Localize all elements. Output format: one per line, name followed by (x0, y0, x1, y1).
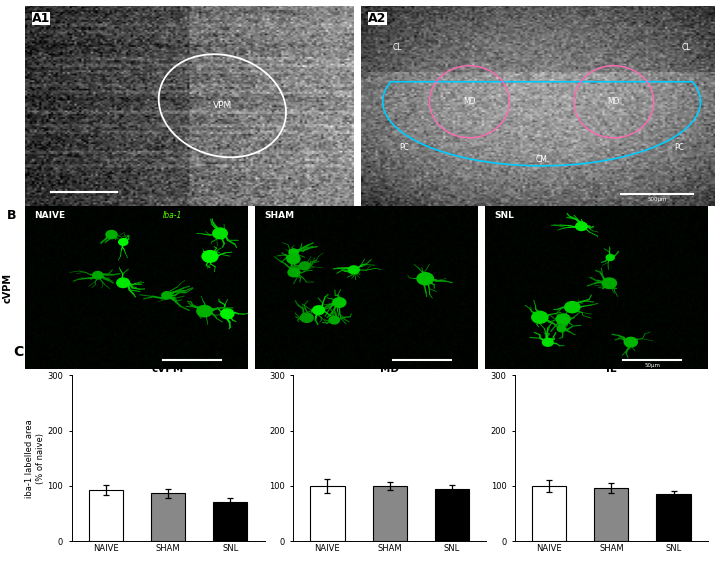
Text: NAIVE: NAIVE (34, 211, 65, 220)
Title: IL: IL (606, 364, 616, 374)
Circle shape (606, 254, 614, 261)
Circle shape (202, 250, 218, 262)
Circle shape (624, 337, 637, 347)
Text: 500μm: 500μm (647, 197, 667, 202)
Text: MD: MD (608, 97, 620, 106)
Bar (89, 490, 123, 541)
Text: C: C (14, 345, 24, 359)
Circle shape (221, 309, 234, 319)
Bar (151, 493, 185, 541)
Text: PC: PC (400, 143, 410, 152)
Circle shape (287, 254, 300, 264)
Text: PC: PC (674, 143, 684, 152)
Circle shape (119, 239, 128, 245)
Circle shape (162, 292, 172, 299)
Title: MD: MD (380, 364, 399, 374)
Circle shape (602, 278, 616, 288)
Bar (532, 486, 566, 541)
Bar (656, 494, 691, 541)
Circle shape (333, 298, 346, 307)
Circle shape (92, 271, 103, 279)
Circle shape (348, 266, 359, 274)
Circle shape (300, 262, 310, 270)
Circle shape (106, 231, 117, 239)
Y-axis label: iba-1 labelled area
(% of naive): iba-1 labelled area (% of naive) (25, 419, 44, 497)
Circle shape (417, 272, 433, 285)
Text: CL: CL (681, 43, 691, 52)
Circle shape (197, 306, 212, 317)
Circle shape (289, 249, 298, 255)
Text: MD: MD (463, 97, 475, 106)
Text: B: B (7, 209, 16, 222)
Circle shape (329, 316, 340, 324)
Text: VPM: VPM (213, 102, 232, 110)
Circle shape (288, 268, 300, 277)
Circle shape (543, 338, 553, 346)
Circle shape (312, 306, 325, 315)
Text: Iba-1: Iba-1 (163, 211, 182, 220)
Text: SHAM: SHAM (264, 211, 294, 220)
Title: cVPM: cVPM (152, 364, 184, 374)
Bar (435, 489, 469, 541)
Text: 50μm: 50μm (644, 363, 660, 368)
Circle shape (565, 302, 580, 312)
Circle shape (576, 222, 587, 231)
Text: E: E (457, 345, 466, 359)
Text: cVPM: cVPM (3, 272, 13, 303)
Text: D: D (235, 345, 247, 359)
Circle shape (556, 314, 570, 324)
Text: CL: CL (393, 43, 402, 52)
Bar (373, 486, 407, 541)
Circle shape (300, 313, 313, 323)
Bar (594, 488, 628, 541)
Bar (213, 501, 247, 541)
Circle shape (213, 228, 227, 239)
Bar (310, 486, 345, 541)
Text: CM: CM (536, 155, 548, 164)
Circle shape (532, 311, 548, 323)
Text: SNL: SNL (494, 211, 514, 220)
Text: A2: A2 (368, 12, 387, 25)
Circle shape (117, 278, 129, 288)
Text: A1: A1 (31, 12, 50, 25)
Circle shape (557, 325, 566, 332)
